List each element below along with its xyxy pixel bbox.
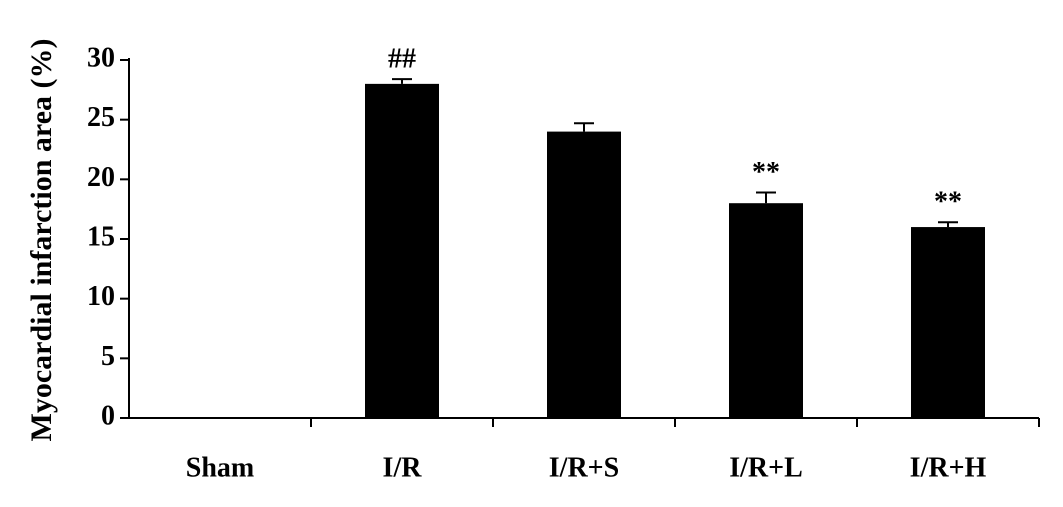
x-tick-label: I/R+S <box>549 452 619 483</box>
bar <box>547 131 621 418</box>
y-tick-label: 0 <box>101 400 115 431</box>
annotation: ** <box>934 187 962 218</box>
annotation: ** <box>752 157 780 188</box>
y-tick-label: 10 <box>87 281 115 312</box>
bar <box>729 203 803 418</box>
y-tick-label: 25 <box>87 102 115 133</box>
annotation: ## <box>388 44 416 75</box>
x-tick-label: Sham <box>186 452 254 483</box>
y-tick-label: 30 <box>87 42 115 73</box>
x-tick-label: I/R+L <box>729 452 803 483</box>
y-tick-label: 20 <box>87 162 115 193</box>
y-tick-label: 15 <box>87 221 115 252</box>
bar <box>911 227 985 418</box>
x-tick-label: I/R <box>383 452 423 483</box>
y-axis-label: Myocardial infarction area (%) <box>25 39 58 442</box>
y-tick-label: 5 <box>101 341 115 372</box>
bar <box>365 83 439 418</box>
x-tick-label: I/R+H <box>910 452 987 483</box>
